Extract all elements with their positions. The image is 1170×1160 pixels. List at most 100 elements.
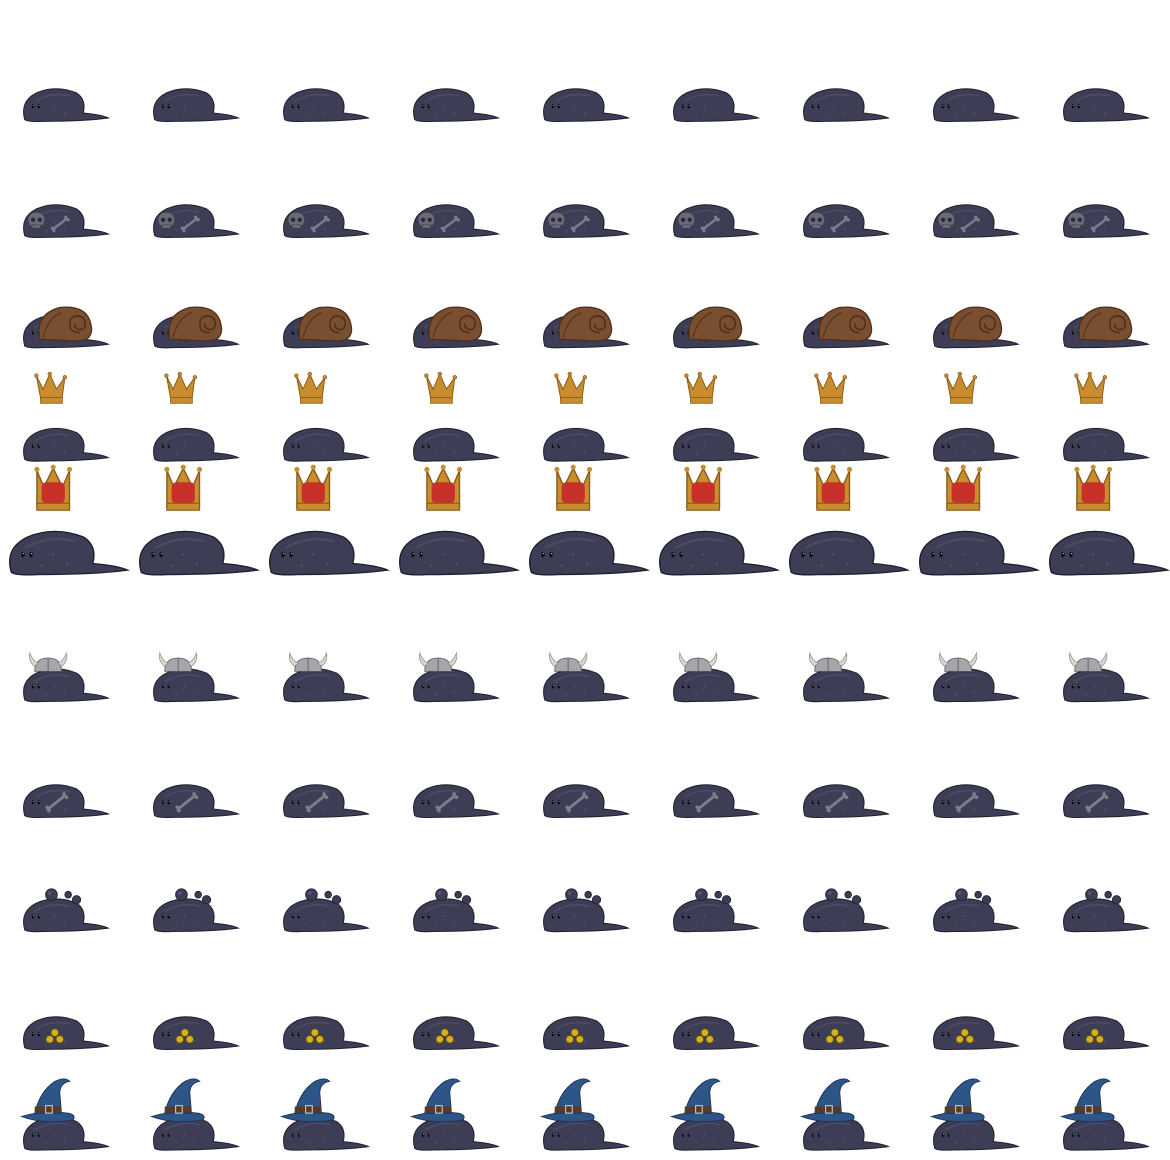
plain-slime-frame-9 — [1063, 88, 1150, 123]
bubble-icon — [565, 888, 602, 905]
bone-slime-frame-7 — [803, 784, 890, 819]
viking-slime-frame-3 — [283, 651, 370, 703]
skull-slime-frame-7 — [803, 204, 890, 239]
horned-helmet-icon — [1069, 651, 1108, 672]
plain-slime-frame-8 — [933, 88, 1020, 123]
wizard-hat-icon — [410, 1078, 465, 1123]
bubble-icon — [955, 888, 992, 905]
wizard-hat-icon — [150, 1078, 205, 1123]
snail-slime-frame-1 — [23, 306, 110, 349]
coin-icon — [45, 1028, 64, 1044]
jeweled-crown-icon — [684, 464, 723, 511]
viking-slime-frame-2 — [153, 651, 240, 703]
coin-icon — [955, 1028, 974, 1044]
jeweled-crown-icon — [164, 464, 203, 511]
skull-slime-frame-8 — [933, 204, 1020, 239]
viking-slime-frame-7 — [803, 651, 890, 703]
horned-helmet-icon — [29, 651, 68, 672]
bubble-icon — [825, 888, 862, 905]
skull-slime-frame-6 — [673, 204, 760, 239]
coin-icon — [1085, 1028, 1104, 1044]
horned-helmet-icon — [809, 651, 848, 672]
crown-slime-frame-7 — [803, 371, 890, 462]
bone-icon — [50, 215, 70, 233]
wizard-hat-icon — [1060, 1078, 1115, 1123]
wizard-slime-frame-7 — [800, 1078, 890, 1151]
wizard-hat-icon — [930, 1078, 985, 1123]
bone-slime-frame-3 — [283, 784, 370, 819]
horned-helmet-icon — [159, 651, 198, 672]
snail-shell-icon — [298, 306, 353, 342]
bone-slime-frame-8 — [933, 784, 1020, 819]
plain-slime-frame-4 — [413, 88, 500, 123]
coin-slime-frame-5 — [543, 1016, 630, 1051]
viking-slime-frame-9 — [1063, 651, 1150, 703]
bone-slime-frame-5 — [543, 784, 630, 819]
viking-slime-frame-6 — [673, 651, 760, 703]
wizard-slime-frame-8 — [930, 1078, 1020, 1151]
jeweled-crown-icon — [944, 464, 983, 511]
crown-slime-frame-5 — [543, 371, 630, 462]
skull-icon — [287, 211, 306, 229]
bone-slime-frame-4 — [413, 784, 500, 819]
snail-shell-icon — [688, 306, 743, 342]
coin-slime-frame-3 — [283, 1016, 370, 1051]
snail-shell-icon — [38, 306, 93, 342]
skull-slime-frame-4 — [413, 204, 500, 239]
skull-icon — [547, 211, 566, 229]
plain-slime-frame-5 — [543, 88, 630, 123]
bubble-slime-frame-4 — [413, 888, 500, 933]
wizard-slime-frame-2 — [150, 1078, 240, 1151]
bubble-slime-frame-7 — [803, 888, 890, 933]
crown-slime-frame-6 — [673, 371, 760, 462]
jeweled-crown-icon — [554, 464, 593, 511]
bone-slime-frame-2 — [153, 784, 240, 819]
wizard-slime-frame-4 — [410, 1078, 500, 1151]
jeweled-crown-icon — [814, 464, 853, 511]
snail-slime-frame-6 — [673, 306, 760, 349]
skull-slime-frame-5 — [543, 204, 630, 239]
crown-slime-frame-8 — [933, 371, 1020, 462]
jeweled-crown-icon — [1074, 464, 1113, 511]
skull-slime-frame-2 — [153, 204, 240, 239]
bone-icon — [435, 792, 459, 813]
king-slime-frame-2 — [139, 464, 260, 576]
bone-icon — [565, 792, 589, 813]
king-slime-frame-4 — [399, 464, 520, 576]
wizard-hat-icon — [20, 1078, 75, 1123]
crown-icon — [814, 371, 848, 404]
skull-icon — [677, 211, 696, 229]
skull-slime-frame-3 — [283, 204, 370, 239]
wizard-slime-frame-6 — [670, 1078, 760, 1151]
bone-slime-frame-1 — [23, 784, 110, 819]
coin-slime-frame-2 — [153, 1016, 240, 1051]
bone-icon — [175, 792, 199, 813]
snail-slime-frame-2 — [153, 306, 240, 349]
coin-icon — [695, 1028, 714, 1044]
wizard-hat-icon — [800, 1078, 855, 1123]
coin-icon — [175, 1028, 194, 1044]
crown-slime-frame-1 — [23, 371, 110, 462]
bone-icon — [305, 792, 329, 813]
snail-shell-icon — [428, 306, 483, 342]
crown-icon — [34, 371, 68, 404]
plain-slime-frame-1 — [23, 88, 110, 123]
snail-slime-frame-8 — [933, 306, 1020, 349]
coin-icon — [565, 1028, 584, 1044]
snail-slime-frame-7 — [803, 306, 890, 349]
snail-shell-icon — [558, 306, 613, 342]
bubble-slime-frame-9 — [1063, 888, 1150, 933]
skull-icon — [1067, 211, 1086, 229]
king-slime-frame-7 — [789, 464, 910, 576]
wizard-hat-icon — [670, 1078, 725, 1123]
viking-slime-frame-4 — [413, 651, 500, 703]
snail-shell-icon — [818, 306, 873, 342]
bone-icon — [960, 215, 980, 233]
crown-slime-frame-2 — [153, 371, 240, 462]
crown-icon — [944, 371, 978, 404]
crown-icon — [554, 371, 588, 404]
bubble-icon — [1085, 888, 1122, 905]
king-slime-frame-5 — [529, 464, 650, 576]
wizard-slime-frame-5 — [540, 1078, 630, 1151]
